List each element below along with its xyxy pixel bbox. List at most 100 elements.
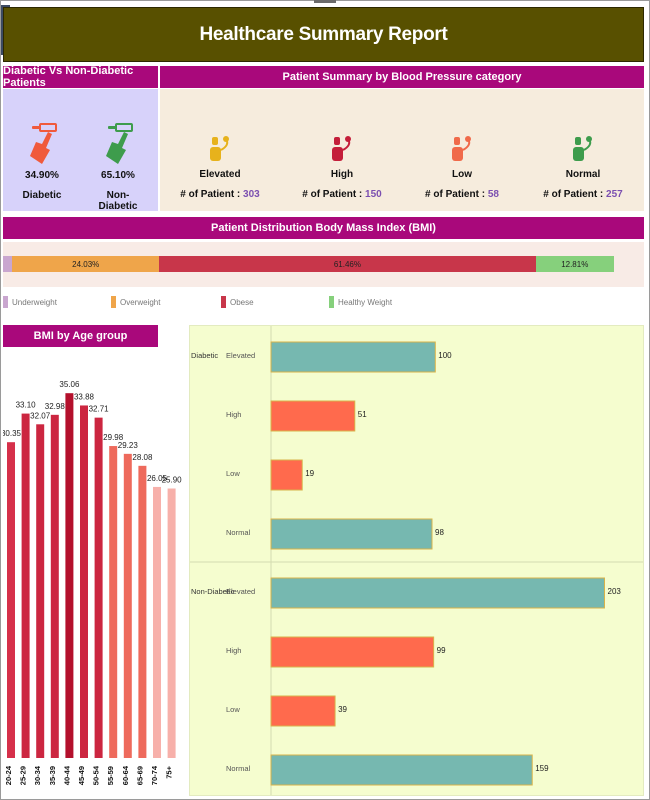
bp-category-label: High [226, 410, 241, 419]
age-category-label: 60-64 [121, 765, 130, 785]
age-bar-value-label: 29.98 [103, 433, 124, 442]
age-bar-value-label: 26.05 [147, 474, 168, 483]
bp-category-label: Low [226, 705, 240, 714]
non-diabetic-percent: 65.10% [101, 170, 135, 181]
legend-swatch [329, 296, 334, 308]
bp-panel-title: Patient Summary by Blood Pressure catego… [282, 71, 522, 83]
diabetic-label: Diabetic [22, 190, 62, 201]
legend-label: Healthy Weight [338, 297, 393, 307]
bp-elevated-stat: Elevated # of Patient : 303 [180, 135, 260, 200]
group-label: Diabetic [191, 351, 218, 360]
bp-summary-panel: Elevated # of Patient : 303 High # of Pa… [160, 89, 644, 211]
bp-bar-non-diabetic-normal[interactable] [270, 754, 533, 786]
age-bar-value-label: 33.10 [16, 401, 37, 410]
bp-elevated-name: Elevated [199, 169, 241, 180]
bp-bar-value-label: 39 [338, 705, 347, 714]
legend-swatch [111, 296, 116, 308]
legend-item-healthy-weight[interactable]: Healthy Weight [329, 296, 392, 308]
bp-category-label: Normal [226, 528, 251, 537]
bp-diabetic-chart: Diabetic Elevated 100 High 51 Low 19 Normal 98 No… [190, 326, 643, 795]
bp-bar-value-label: 203 [608, 587, 622, 596]
bp-bar-non-diabetic-high[interactable] [270, 636, 435, 668]
resize-handle[interactable] [314, 0, 336, 3]
bp-bar-diabetic-elevated[interactable] [270, 341, 436, 373]
age-bar-25-29[interactable] [21, 413, 30, 758]
bp-bar-value-label: 98 [435, 528, 444, 537]
legend-item-obese[interactable]: Obese [221, 296, 254, 308]
bp-bar-value-label: 99 [437, 646, 446, 655]
age-bar-50-54[interactable] [94, 417, 103, 758]
bp-bar-value-label: 51 [358, 410, 367, 419]
age-category-label: 70-74 [150, 765, 159, 785]
age-bar-30-34[interactable] [36, 424, 45, 758]
age-category-label: 65-69 [135, 766, 144, 785]
bp-elevated-count: # of Patient : 303 [180, 189, 260, 200]
bp-normal-count: # of Patient : 257 [543, 189, 623, 200]
age-panel-title: BMI by Age group [33, 330, 128, 342]
bmi-panel-title: Patient Distribution Body Mass Index (BM… [211, 222, 436, 234]
bp-low-stat: Low # of Patient : 58 [422, 135, 502, 200]
legend-label: Overweight [120, 297, 161, 307]
age-category-label: 45-49 [77, 766, 86, 785]
legend-item-underweight[interactable]: Underweight [3, 296, 57, 308]
bp-bar-diabetic-high[interactable] [270, 400, 356, 432]
blood-pressure-monitor-icon [210, 136, 229, 161]
age-bar-55-59[interactable] [109, 446, 118, 758]
bp-category-label: High [226, 646, 241, 655]
bmi-age-chart: 30.35 20-24 33.10 25-29 32.07 30-34 32.98 35-39… [1, 380, 183, 785]
legend-swatch [3, 296, 8, 308]
age-bar-60-64[interactable] [123, 453, 132, 758]
bp-bar-non-diabetic-elevated[interactable] [270, 577, 605, 609]
non-diabetic-label: Non-Diabetic [98, 190, 138, 212]
bp-bar-non-diabetic-low[interactable] [270, 695, 336, 727]
age-bar-value-label: 25.90 [162, 476, 183, 485]
blood-pressure-monitor-icon [332, 136, 351, 161]
age-bar-35-39[interactable] [50, 414, 59, 758]
age-category-label: 25-29 [19, 766, 28, 785]
bmi-legend: Underweight Overweight Obese Healthy Weight [3, 296, 644, 312]
bmi-panel-header: Patient Distribution Body Mass Index (BM… [3, 217, 644, 239]
bp-low-count: # of Patient : 58 [425, 189, 499, 200]
bp-high-count: # of Patient : 150 [302, 189, 382, 200]
bmi-segment-overweight[interactable]: 24.03% [12, 256, 160, 272]
group-label: Non-Diabetic [191, 587, 235, 596]
age-bar-65-69[interactable] [138, 465, 147, 758]
age-bar-value-label: 32.71 [89, 405, 110, 414]
age-bar-value-label: 32.98 [45, 402, 66, 411]
legend-label: Obese [230, 297, 254, 307]
bp-category-label: Normal [226, 764, 251, 773]
age-category-label: 35-39 [48, 766, 57, 785]
bmi-segment-label: 24.03% [72, 259, 100, 269]
age-bar-value-label: 29.23 [118, 441, 139, 450]
report-title: Healthcare Summary Report [199, 23, 448, 45]
bp-normal-name: Normal [565, 169, 601, 180]
age-bar-20-24[interactable] [7, 442, 15, 758]
syringe-icon [106, 123, 133, 164]
bp-bar-diabetic-normal[interactable] [270, 518, 433, 550]
diabetic-stat: 34.90% Diabetic [17, 122, 67, 201]
bmi-segment-healthy-weight[interactable]: 12.81% [535, 256, 614, 272]
bmi-stacked-bar: 24.03% 61.46% 12.81% [3, 256, 614, 272]
bp-panel-header: Patient Summary by Blood Pressure catego… [160, 66, 644, 88]
age-bar-40-44[interactable] [65, 393, 74, 758]
age-category-label: 50-54 [92, 765, 101, 785]
non-diabetic-stat: 65.10% Non-Diabetic [93, 122, 143, 212]
bp-low-name: Low [452, 169, 472, 180]
diabetic-percent: 34.90% [25, 170, 59, 181]
age-bar-value-label: 32.07 [30, 411, 51, 420]
age-category-label: 40-44 [62, 765, 71, 785]
bmi-segment-underweight[interactable] [3, 256, 13, 272]
bmi-segment-obese[interactable]: 61.46% [159, 256, 536, 272]
age-bar-value-label: 28.08 [132, 453, 153, 462]
bp-bar-diabetic-low[interactable] [270, 459, 303, 491]
bmi-age-panel: 30.35 20-24 33.10 25-29 32.07 30-34 32.98 35-39… [1, 348, 186, 796]
legend-item-overweight[interactable]: Overweight [111, 296, 160, 308]
age-bar-70-74[interactable] [153, 486, 161, 758]
blood-pressure-monitor-icon [573, 136, 592, 161]
diabetic-panel-header: Diabetic Vs Non-Diabetic Patients [3, 65, 158, 89]
bmi-segment-label: 12.81% [561, 259, 589, 269]
bp-normal-stat: Normal # of Patient : 257 [543, 135, 623, 200]
age-bar-45-49[interactable] [80, 405, 88, 758]
age-bar-75+[interactable] [167, 488, 176, 759]
bp-bar-value-label: 19 [305, 469, 314, 478]
